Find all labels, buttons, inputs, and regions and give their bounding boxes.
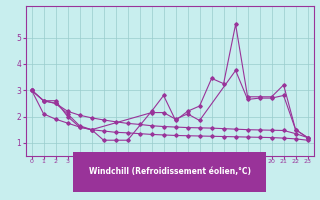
X-axis label: Windchill (Refroidissement éolien,°C): Windchill (Refroidissement éolien,°C) <box>89 167 251 176</box>
